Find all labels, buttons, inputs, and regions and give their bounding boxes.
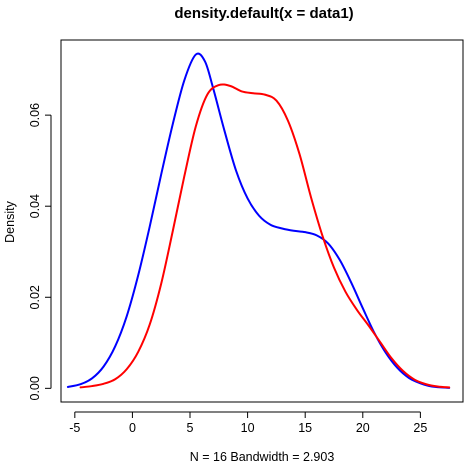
y-axis-label: Density xyxy=(3,200,17,242)
x-axis: -5 0 5 10 15 20 25 xyxy=(69,411,427,435)
x-tick-label: 25 xyxy=(413,421,427,435)
y-tick-label: 0.06 xyxy=(28,103,42,127)
series-line-blue xyxy=(66,52,451,389)
plot-frame xyxy=(60,39,464,403)
chart-title: density.default(x = data1) xyxy=(174,5,353,22)
y-tick-label: 0.00 xyxy=(28,376,42,400)
x-tick-label: 15 xyxy=(298,421,312,435)
x-tick-label: 0 xyxy=(129,421,136,435)
x-tick-label: 20 xyxy=(356,421,370,435)
x-tick-label: 5 xyxy=(187,421,194,435)
series-line-red xyxy=(79,83,451,389)
x-tick-label: -5 xyxy=(69,421,80,435)
y-axis: 0.00 0.02 0.04 0.06 xyxy=(28,103,52,401)
x-axis-label: N = 16 Bandwidth = 2.903 xyxy=(190,450,335,464)
y-tick-label: 0.02 xyxy=(28,285,42,309)
y-tick-label: 0.04 xyxy=(28,194,42,218)
series-layer xyxy=(66,52,451,389)
x-tick-label: 10 xyxy=(241,421,255,435)
